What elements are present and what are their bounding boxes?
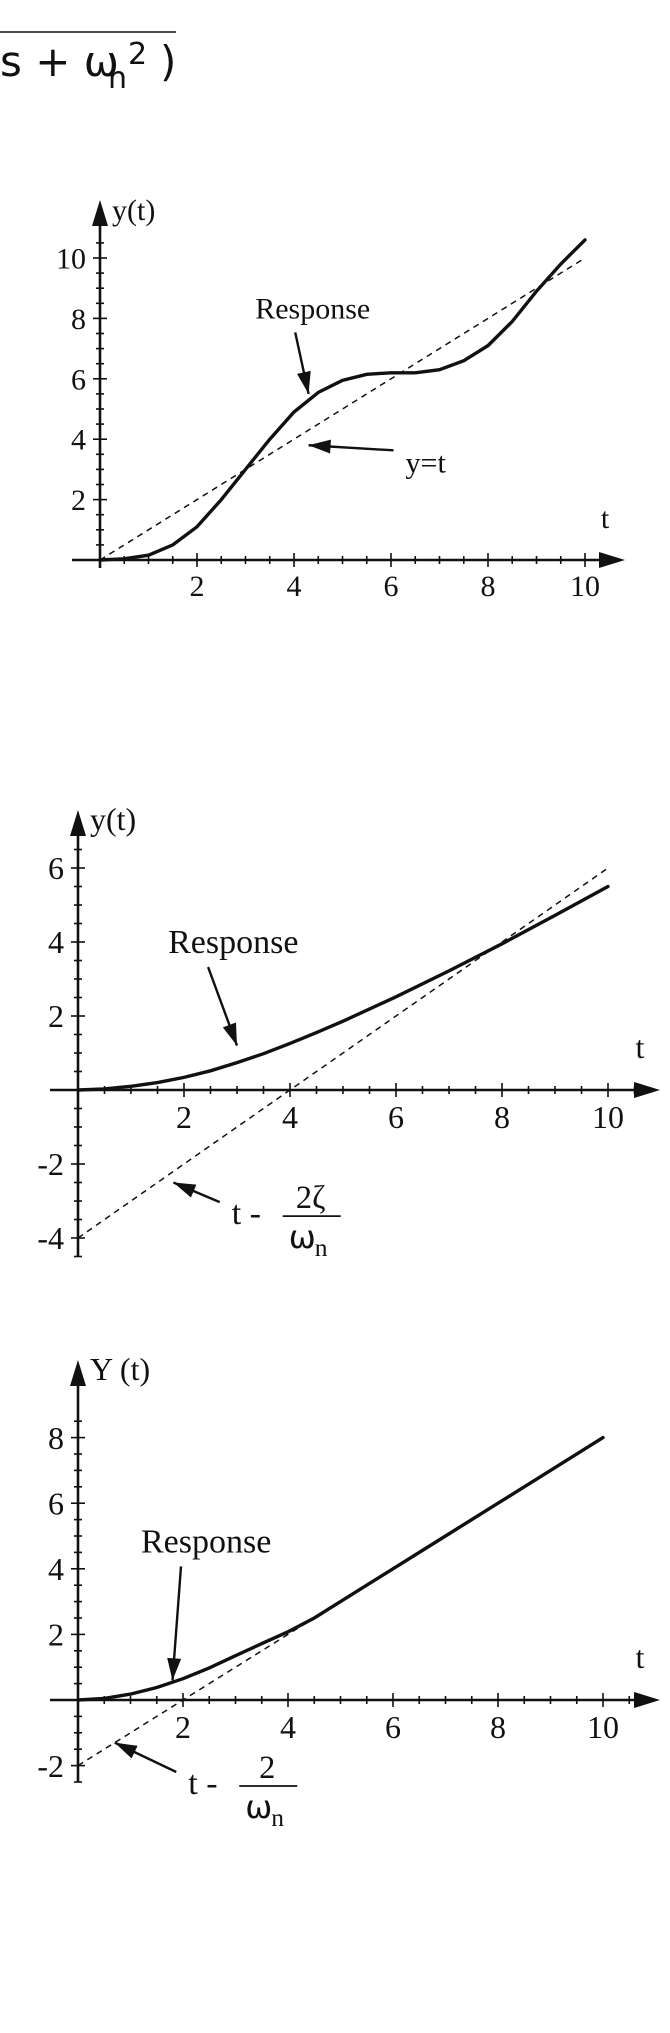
y-tick-label: 4 [48,1551,64,1587]
y-tick-label: 2 [48,1617,64,1653]
x-tick-label: 2 [190,570,205,603]
y-tick-label: -4 [37,1220,64,1256]
asymptote-fraction-denominator: ω [289,1218,316,1256]
response-annotation-label: Response [141,1523,271,1560]
asymptote-annotation-label: t - [232,1195,261,1232]
asymptote-fraction-subscript: n [271,1803,284,1832]
asymptote-line [77,867,609,1239]
annotation-arrowhead [222,1022,237,1046]
asymptote-line [99,257,586,561]
annotation-arrowhead [173,1182,197,1198]
x-tick-label: 4 [287,570,302,603]
x-tick-label: 8 [481,570,496,603]
chart-1-svg: 2 4 6 8 10 2 4 6 8 10 t y(t) Response y=t [56,194,625,603]
asymptote-fraction-numerator: 2ζ [296,1179,326,1215]
x-axis-label: t [636,1639,645,1675]
response-curve [98,238,587,562]
y-tick-label: 2 [71,484,86,517]
y-tick-label: -2 [37,1146,64,1182]
annotation-arrowhead [114,1742,138,1759]
x-tick-label: 6 [388,1099,404,1135]
chart-1-ramp-response-underdamped: 2 4 6 8 10 2 4 6 8 10 t y(t) Response y=t [0,150,670,620]
asymptote-annotation-label: t - [188,1765,217,1802]
asymptote-line [77,1436,604,1767]
formula-text: s + ω [0,37,119,86]
x-tick-label: 10 [587,1709,619,1745]
response-annotation-label: Response [255,292,370,325]
y-axis-label: y(t) [90,801,136,837]
x-tick-label: 10 [592,1099,624,1135]
y-tick-label: 8 [71,303,86,336]
y-tick-label: 6 [48,1485,64,1521]
asymptote-fraction-numerator: 2 [259,1749,275,1785]
x-tick-label: 8 [490,1709,506,1745]
asymptote-annotation-label: y=t [406,446,447,479]
response-curve [76,884,610,1092]
y-axis-arrowhead [70,810,86,836]
x-axis-arrowhead [634,1082,660,1098]
formula-svg: s + ω n 2 ) [0,31,176,96]
x-axis-arrowhead [634,1692,660,1708]
x-tick-label: 4 [282,1099,298,1135]
x-axis-label: t [636,1029,645,1065]
x-tick-label: 8 [494,1099,510,1135]
y-tick-label: 10 [56,243,86,276]
response-curve [76,1435,605,1702]
x-axis-arrowhead [599,552,625,568]
y-tick-label: 2 [48,998,64,1034]
asymptote-fraction-denominator: ω [245,1788,272,1826]
y-tick-label: -2 [37,1748,64,1784]
x-tick-label: 2 [176,1099,192,1135]
formula-header: s + ω n 2 ) [0,0,190,100]
x-axis-label: t [601,502,610,535]
y-axis-label: y(t) [112,194,155,227]
y-tick-label: 6 [71,363,86,396]
response-annotation-label: Response [168,924,298,961]
x-tick-label: 2 [175,1709,191,1745]
annotation-arrowhead [167,1657,182,1681]
y-tick-label: 6 [48,850,64,886]
formula-close-paren: ) [160,37,176,86]
annotation-arrowhead [297,370,311,394]
y-tick-label: 8 [48,1420,64,1456]
asymptote-fraction-subscript: n [315,1233,328,1262]
x-tick-label: 4 [280,1709,296,1745]
annotation-arrowhead [308,439,331,454]
x-tick-label: 6 [385,1709,401,1745]
y-axis-arrowhead [92,200,108,226]
y-tick-label: 4 [71,424,86,457]
y-tick-label: 4 [48,924,64,960]
x-tick-label: 10 [570,570,600,603]
x-tick-label: 6 [384,570,399,603]
formula-subscript: n [108,61,127,96]
chart-2-ramp-response-overdamped: 2 4 6 8 10 -4 -2 2 4 6 t y(t) Response t - 2ζ ω n [0,770,670,1290]
y-axis-arrowhead [70,1360,86,1386]
y-axis-label: Y (t) [90,1351,150,1387]
formula-superscript: 2 [128,37,147,72]
